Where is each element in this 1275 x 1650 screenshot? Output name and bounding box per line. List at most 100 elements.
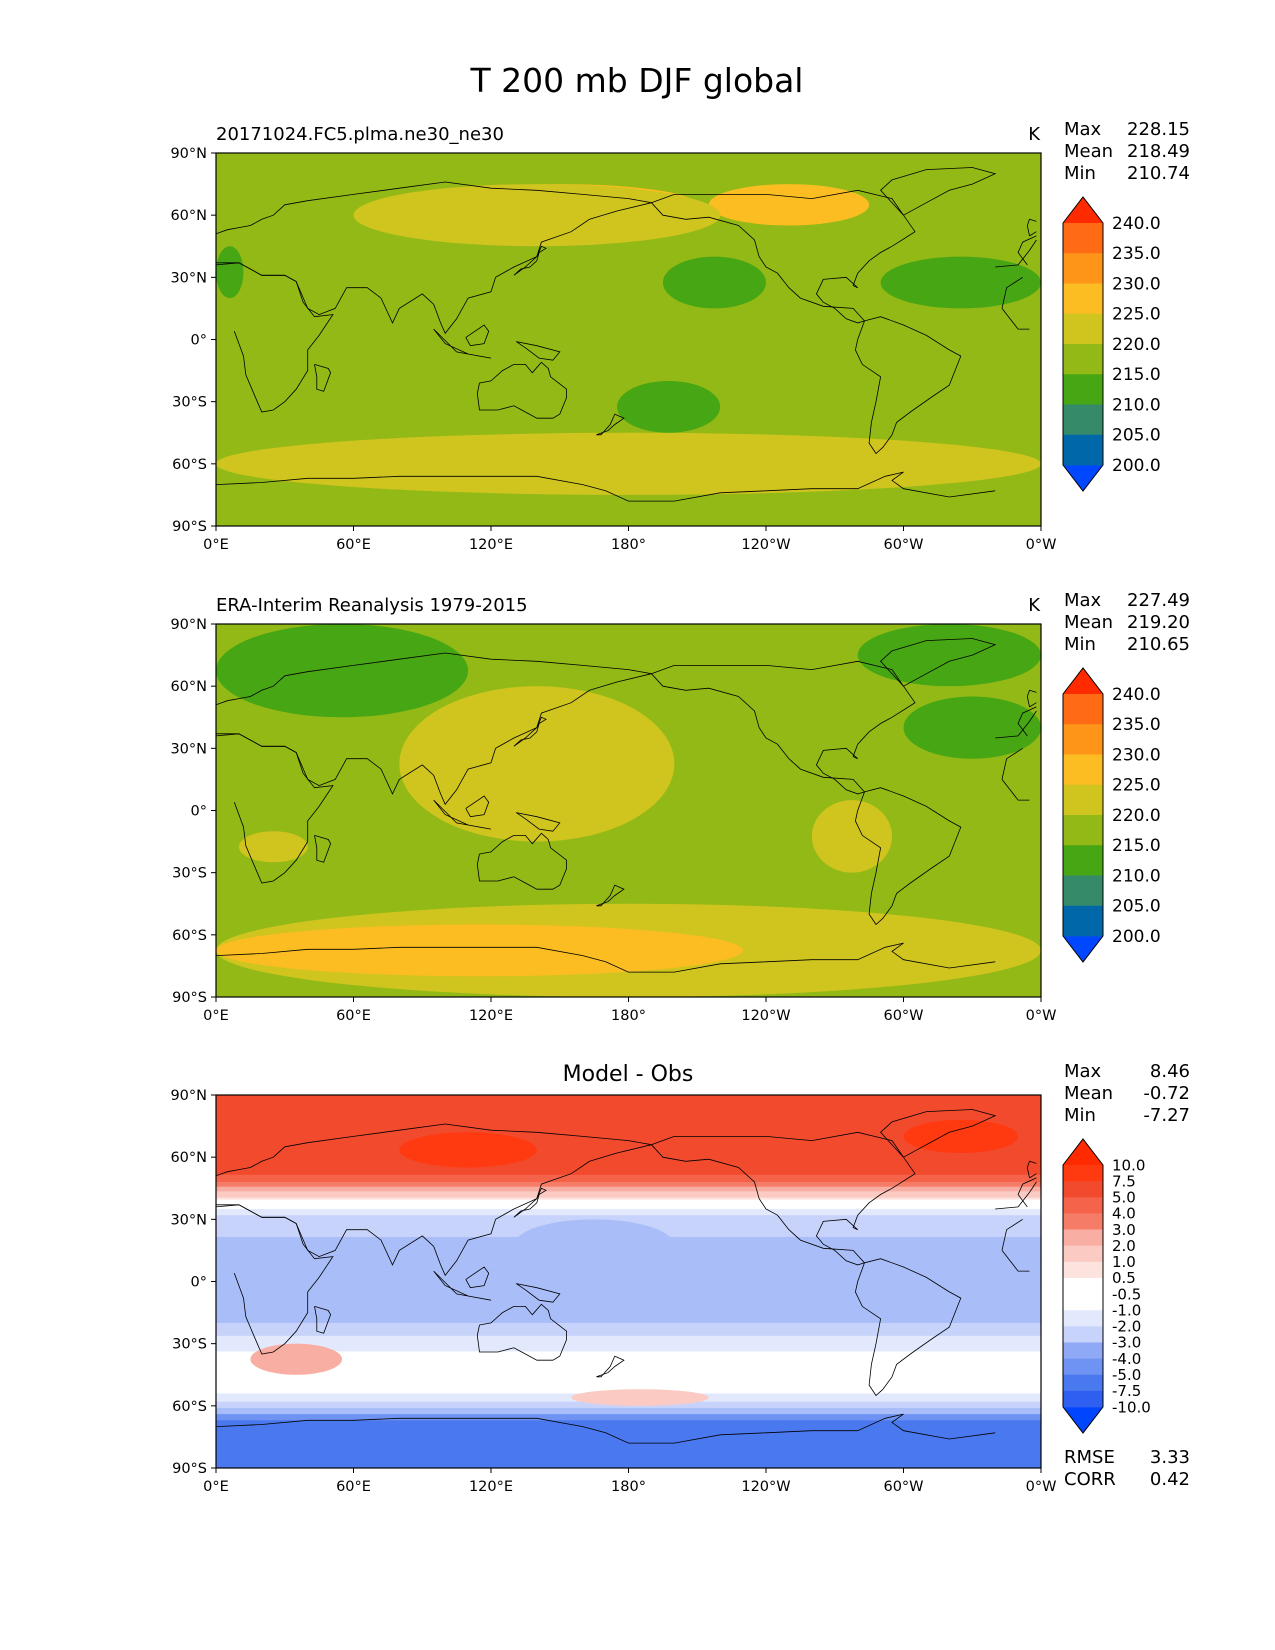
colorbar-bin [1063, 1358, 1103, 1376]
field-band [216, 1445, 1041, 1452]
field-band [216, 1207, 1041, 1210]
colorbar-outline [1062, 1138, 1104, 1434]
colorbar-bin [1063, 754, 1103, 786]
stat-min-value: 210.65 [1127, 634, 1190, 655]
field-band [216, 1450, 1041, 1458]
panel-reference-title: ERA-Interim Reanalysis 1979-2015 [216, 595, 528, 616]
colorbar-bin [1063, 1245, 1103, 1263]
lon-tick-label: 0°E [203, 1479, 229, 1495]
colorbar-tick-label: 210.0 [1112, 395, 1161, 415]
field-band [216, 1204, 1041, 1207]
colorbar-tick-label: 215.0 [1112, 836, 1161, 856]
colorbar-bin [1063, 845, 1103, 876]
field-contour-region [617, 380, 721, 433]
field-band [216, 1180, 1041, 1183]
field-band [216, 1104, 1041, 1114]
colorbar-bin [1063, 1326, 1103, 1343]
coastline [880, 1109, 997, 1158]
coastline [854, 787, 962, 926]
colorbar-tick-label: -5.0 [1112, 1366, 1141, 1384]
field-band [216, 1195, 1041, 1198]
colorbar-bin [1063, 1342, 1103, 1359]
colorbar-tick-label: 1.0 [1112, 1253, 1136, 1271]
colorbar-tick-label: -7.5 [1112, 1382, 1141, 1400]
field-band [216, 1174, 1041, 1178]
coastline [880, 167, 997, 216]
field-contour-region [903, 696, 1041, 759]
field-band [216, 1383, 1041, 1387]
stat-mean-value: 219.20 [1127, 612, 1190, 633]
field-band [216, 1428, 1041, 1435]
colorbar-bin [1063, 875, 1103, 907]
stat-mean-value: 218.49 [1127, 141, 1190, 162]
field-band [216, 1205, 1041, 1208]
coastline [515, 341, 561, 361]
stat-mean-label: Mean [1064, 1083, 1113, 1104]
field-band [216, 1439, 1041, 1446]
field-band [216, 1414, 1041, 1417]
lon-tick-label: 120°W [741, 1479, 790, 1495]
panel-test-stats: Max 228.15 Mean 218.49 Min 210.74 [1064, 119, 1190, 184]
lat-tick-label: 90°S [172, 519, 207, 535]
panel-difference: Model - Obs 90°N 60°N 30°N 0° 30°S 60°S 90°S 0°… [170, 1061, 1190, 1495]
stat-min-value: 210.74 [1127, 163, 1190, 184]
lat-tick-label: 0° [191, 1275, 207, 1291]
colorbar-tick-label: -2.0 [1112, 1318, 1141, 1336]
field-band [216, 1341, 1041, 1345]
field-contour-region [250, 1343, 343, 1375]
coastline [854, 316, 962, 455]
lat-tick-label: 90°N [170, 617, 207, 633]
lon-tick-label: 60°E [336, 1479, 371, 1495]
field-band [216, 1370, 1041, 1375]
colorbar-bin [1063, 694, 1103, 725]
field-contour-region [399, 686, 675, 842]
field-band [216, 1361, 1041, 1365]
colorbar-bin [1063, 905, 1103, 937]
colorbar-tick-label: 225.0 [1112, 305, 1161, 325]
colorbar-bin [1063, 1165, 1103, 1182]
field-contour-region [216, 246, 244, 299]
colorbar-bin [1063, 1294, 1103, 1311]
coastline [216, 1413, 996, 1444]
field-band [216, 1317, 1041, 1324]
panel-reference-map: 90°N 60°N 30°N 0° 30°S 60°S 90°S 0°E 60°E 120°E 18… [170, 617, 1056, 1024]
colorbar-tick-label: 220.0 [1112, 806, 1161, 826]
field-band [216, 1202, 1041, 1205]
metric-corr-label: CORR [1064, 1469, 1116, 1490]
coastline [314, 364, 332, 392]
colorbar-extend-max [1063, 1139, 1103, 1165]
coastline [216, 181, 1037, 335]
lat-tick-label: 30°N [170, 741, 207, 757]
stat-max-label: Max [1064, 1061, 1102, 1082]
colorbar-bin [1063, 1374, 1103, 1392]
lat-tick-label: 60°S [172, 928, 207, 944]
coastline [515, 1283, 561, 1303]
field-band [216, 1412, 1041, 1415]
metric-rmse-value: 3.33 [1150, 1447, 1190, 1468]
stat-max-value: 8.46 [1150, 1061, 1190, 1082]
colorbar-bin [1063, 374, 1103, 405]
field-band [216, 1218, 1041, 1222]
field-band [216, 1213, 1041, 1216]
field-band [216, 1149, 1041, 1159]
field-band [216, 1208, 1041, 1212]
field-contour-region [513, 1219, 675, 1272]
coastline [651, 189, 916, 324]
lon-tick-label: 180° [611, 537, 646, 553]
field-contour-region [216, 624, 469, 718]
stat-min-value: -7.27 [1143, 1105, 1190, 1126]
coastline [596, 413, 625, 436]
lat-tick-label: 90°S [172, 990, 207, 1006]
metric-rmse-label: RMSE [1064, 1447, 1115, 1468]
field-band [216, 1158, 1041, 1169]
field-band [216, 1407, 1041, 1411]
colorbar-tick-label: 3.0 [1112, 1221, 1136, 1239]
colorbar-tick-label: 2.0 [1112, 1237, 1136, 1255]
lat-tick-label: 60°N [170, 679, 207, 695]
field-band [216, 1328, 1041, 1332]
coastline [465, 795, 490, 818]
field-band [216, 1140, 1041, 1150]
stat-mean-label: Mean [1064, 141, 1113, 162]
coastline [216, 1123, 1037, 1277]
stat-mean-label: Mean [1064, 612, 1113, 633]
